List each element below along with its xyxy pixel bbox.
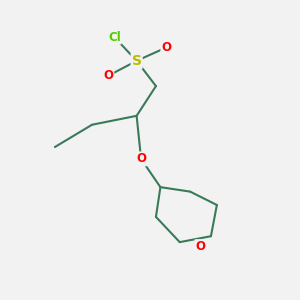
Text: O: O <box>196 240 206 253</box>
Text: O: O <box>103 69 113 82</box>
Text: O: O <box>161 41 171 54</box>
Text: S: S <box>132 54 142 68</box>
Text: O: O <box>136 152 146 165</box>
Text: Cl: Cl <box>108 31 121 44</box>
